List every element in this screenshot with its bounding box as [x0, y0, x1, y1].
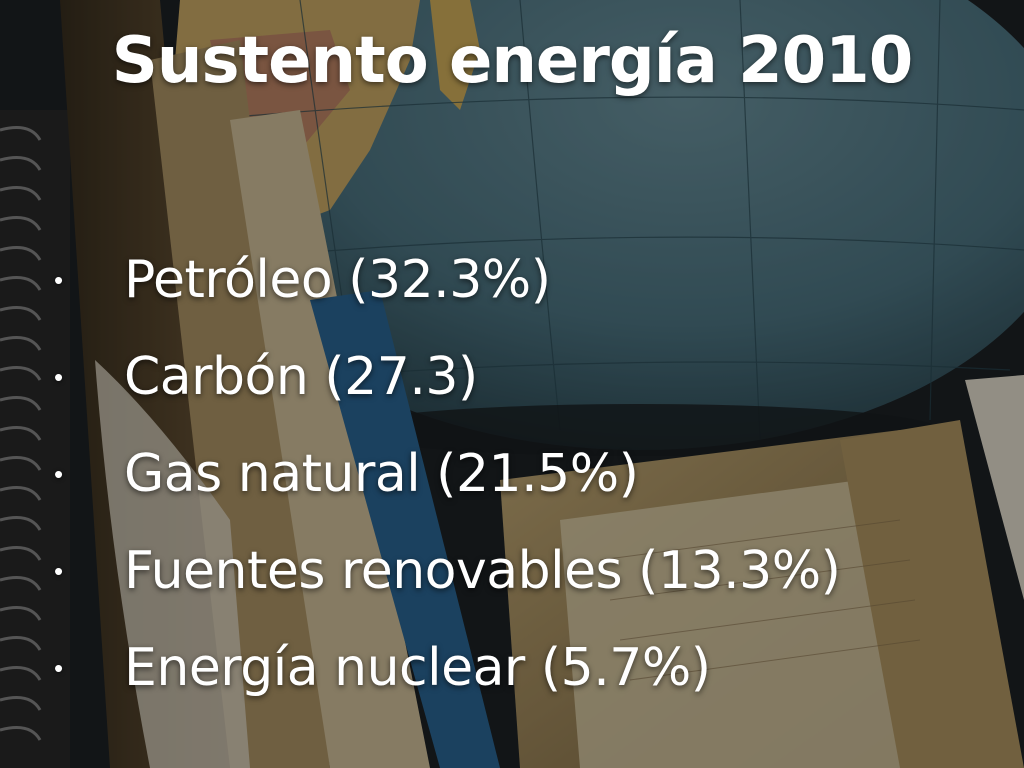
bullet-text: Petróleo (32.3%): [124, 250, 551, 310]
bullet-text: Energía nuclear (5.7%): [124, 638, 711, 698]
spiral-notebook: [0, 110, 70, 768]
bullet-text: Fuentes renovables (13.3%): [124, 541, 841, 601]
bullet-dot-icon: •: [54, 459, 64, 489]
slide-title: Sustento energía 2010: [111, 24, 913, 98]
bullet-dot-icon: •: [54, 556, 64, 586]
bullet-dot-icon: •: [54, 362, 64, 392]
bullet-text: Carbón (27.3): [124, 347, 478, 407]
books-left: [60, 0, 500, 768]
bullet-text: Gas natural (21.5%): [124, 444, 639, 504]
books-right: [500, 375, 1024, 768]
bullet-dot-icon: •: [54, 653, 64, 683]
bullet-dot-icon: •: [54, 265, 64, 295]
